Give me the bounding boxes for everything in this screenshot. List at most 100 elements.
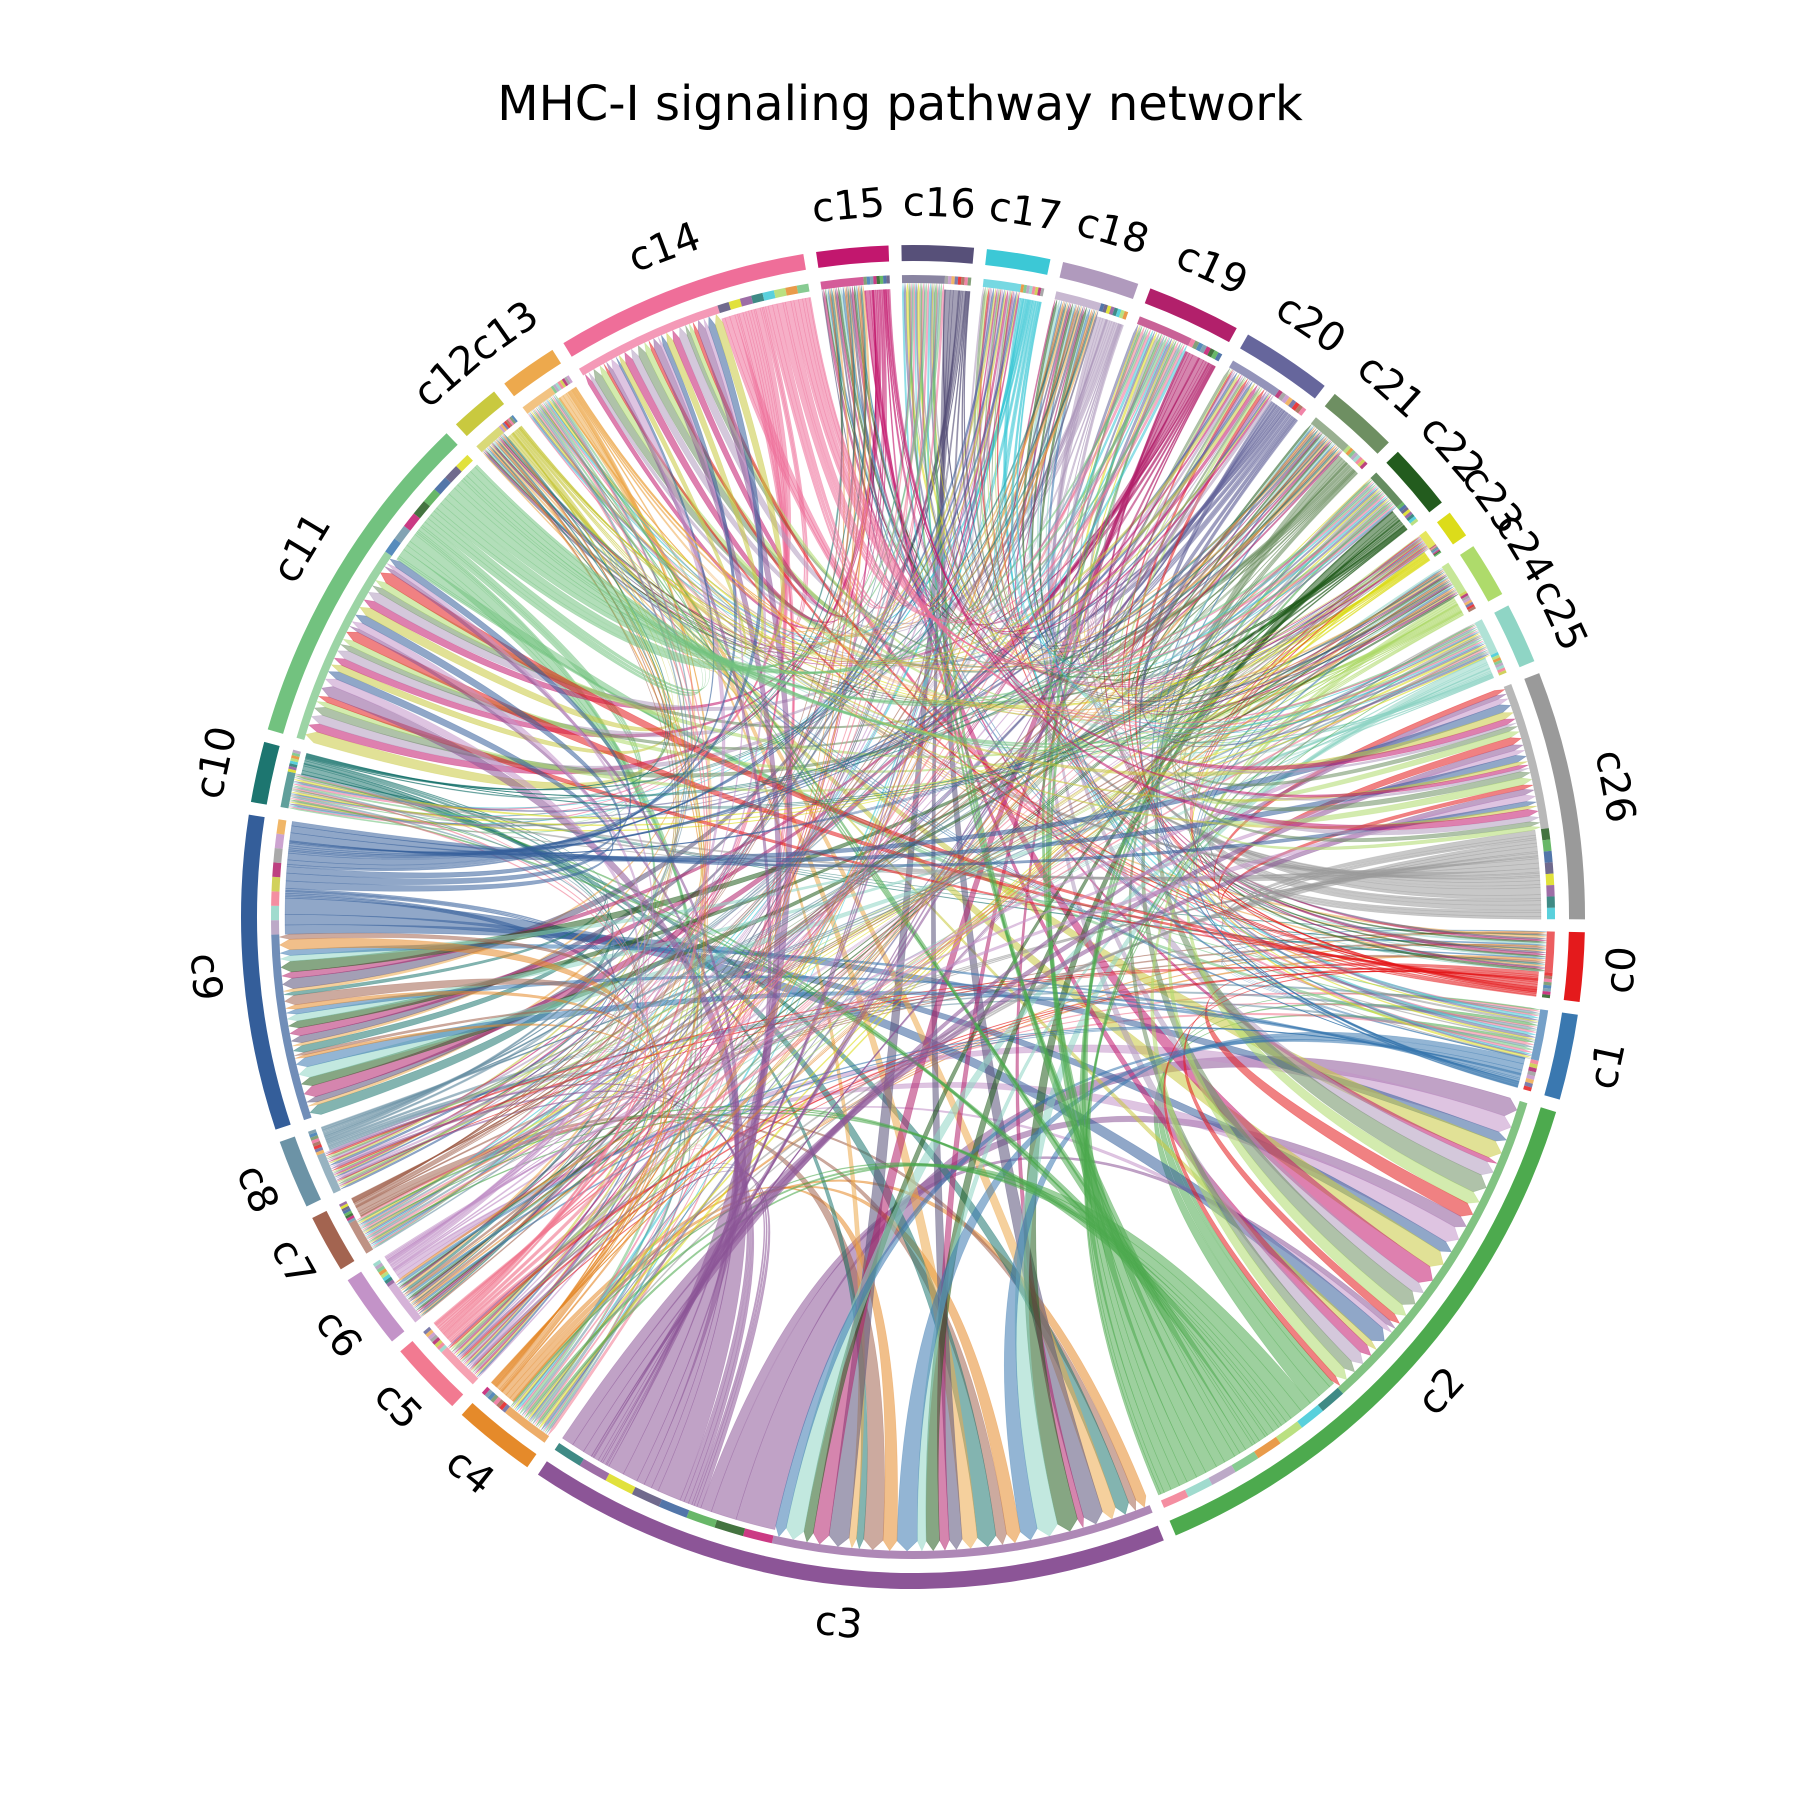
chord-ribbon-c1-to-c24 [1192,568,1519,1088]
source-marker [271,905,280,921]
inner-track-c8 [316,1152,341,1194]
chord-ribbon-c13-to-c24 [575,386,1452,715]
chord-ribbon-c15-to-c26 [888,289,1539,831]
source-marker [1543,984,1552,989]
chord-ribbon-c24-to-c26 [1198,611,1521,805]
source-marker [274,833,285,849]
chord-ribbon-c8-to-c25 [320,649,1489,1129]
source-marker [1540,828,1551,841]
chord-ribbon-c6-to-c20 [386,380,1252,1262]
source-marker [429,1334,439,1343]
group-label-c11: c11 [263,505,340,591]
chord-ribbon-c10-to-c21 [305,429,1319,797]
chord-ribbon-c16-to-c3 [931,289,963,1551]
chord-ribbon-c11-to-c16 [436,283,928,671]
group-label-c14: c14 [622,213,706,281]
source-marker [481,1386,491,1396]
chord-ribbon-c14-to-c22 [790,300,1378,666]
source-marker [1429,544,1437,550]
source-marker [382,1273,391,1282]
source-marker [507,417,515,426]
group-arc-c14 [563,254,806,357]
source-marker [310,1135,319,1141]
source-marker [309,1132,318,1138]
source-marker [343,1210,353,1217]
chord-ribbon-c12-to-c26 [519,426,1515,777]
chord-ribbon-c11-to-c25 [474,464,1489,753]
chord-ribbon-c13-to-c21 [573,387,1320,667]
chord-ribbon-c14-to-c25 [808,297,1490,734]
chord-ribbon-c0-to-c5 [448,971,1539,1349]
chord-ribbon-c14-to-c22 [793,299,1386,670]
chord-ribbon-c22-to-c15 [854,285,1406,678]
chord-ribbon-c22-to-c24 [1170,528,1459,743]
source-marker [1529,1059,1539,1065]
chord-ribbon-c10-to-c24 [306,580,1451,808]
chord-ribbon-c8-to-c16 [323,283,941,1137]
source-marker [1359,461,1368,470]
chord-ribbon-c1-to-c9 [295,991,1522,1079]
source-marker [502,422,510,430]
source-marker [1160,1489,1189,1508]
chord-ribbon-c13-to-c18 [573,310,1097,637]
source-marker [1544,862,1554,875]
source-marker [561,378,569,387]
source-marker [1278,392,1287,402]
group-arc-c12 [455,391,505,437]
source-marker [785,285,799,296]
source-marker [315,1149,325,1156]
chord-ribbon-c23-to-c22 [1158,498,1430,726]
chord-ribbon-c9-to-c14 [286,334,737,870]
chord-ribbon-c20-to-c22 [1122,416,1389,692]
source-marker [1188,338,1196,348]
chord-ribbon-c15-to-c23 [885,289,1426,686]
group-arc-c11 [267,433,458,734]
source-marker [1400,506,1409,515]
chord-ribbon-c23-to-c1 [1192,551,1539,1022]
source-marker [739,295,754,307]
source-marker [1208,1465,1236,1486]
chord-ribbon-c0-to-c11 [380,572,1538,988]
chord-ribbon-c5-to-c7 [367,1097,664,1339]
inner-track-c0 [1544,931,1555,973]
chord-ribbon-c5-to-c10 [292,787,648,1335]
chord-ribbon-c11-to-c16 [433,282,915,672]
chord-ribbon-c13-to-c12 [497,389,728,669]
chord-ribbon-c17-to-c10 [290,299,1030,817]
chord-ribbon-c7-to-c18 [352,304,1080,1202]
source-marker [944,275,949,284]
source-marker [1020,284,1025,293]
group-label-c9: c9 [181,951,231,1002]
source-marker [339,1201,348,1207]
chord-ribbon-c1-to-c9 [278,943,1520,1082]
source-marker [960,276,965,286]
chord-ribbon-c7-to-c9 [294,1008,623,1208]
chord-ribbon-c22-to-c18 [1038,307,1407,682]
source-marker [1122,310,1129,320]
chord-ribbon-c5-to-c22 [435,481,1374,1327]
source-marker [605,1473,636,1495]
chord-ribbon-c4-to-c15 [494,288,845,1387]
chord-ribbon-c17-to-c25 [1016,301,1480,725]
source-marker [1275,1421,1303,1444]
source-marker [1404,511,1413,519]
chord-ribbon-c0-to-c14 [603,363,1538,988]
chord-ribbon-c5-to-c25 [433,647,1488,1325]
inner-track-c7 [348,1219,374,1254]
source-marker [312,1140,321,1147]
group-arc-c0 [1563,931,1585,1002]
chord-ribbon-c14-to-c19 [776,302,1152,620]
chord-ribbon-c5-to-c10 [295,774,649,1335]
source-marker [1543,850,1553,863]
source-marker [1025,285,1031,294]
source-marker [1037,287,1042,296]
group-label-c3: c3 [813,1598,865,1649]
chord-ribbon-c3-to-c5 [458,1166,768,1508]
source-marker [1254,1436,1281,1459]
chord-ribbon-c6-to-c23 [386,541,1425,1261]
chord-ribbons [278,282,1547,1552]
chord-ribbon-c20-to-c25 [1139,418,1480,739]
chord-ribbon-c7-to-c9 [283,978,620,1207]
source-marker [873,276,877,285]
chord-ribbon-c15-to-c17 [883,289,1009,607]
